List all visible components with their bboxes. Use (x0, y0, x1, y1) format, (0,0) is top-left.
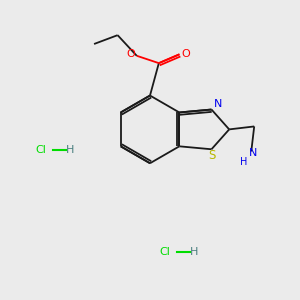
Text: Cl: Cl (159, 247, 170, 256)
Text: N: N (214, 99, 222, 109)
Text: N: N (249, 148, 257, 158)
Text: Cl: Cl (36, 145, 46, 155)
Text: O: O (126, 49, 135, 59)
Text: H: H (240, 157, 247, 167)
Text: O: O (181, 49, 190, 59)
Text: H: H (190, 247, 198, 256)
Text: H: H (66, 145, 75, 155)
Text: S: S (208, 149, 215, 162)
